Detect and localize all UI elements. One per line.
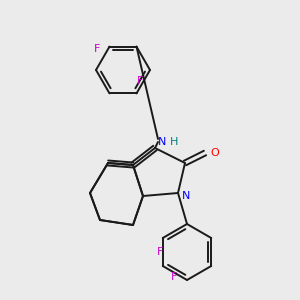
Text: F: F (171, 272, 177, 282)
Text: H: H (170, 137, 178, 147)
Text: N: N (158, 137, 166, 147)
Text: F: F (94, 44, 101, 54)
Text: F: F (157, 247, 163, 257)
Text: O: O (211, 148, 219, 158)
Text: F: F (137, 76, 144, 86)
Text: N: N (182, 191, 190, 201)
